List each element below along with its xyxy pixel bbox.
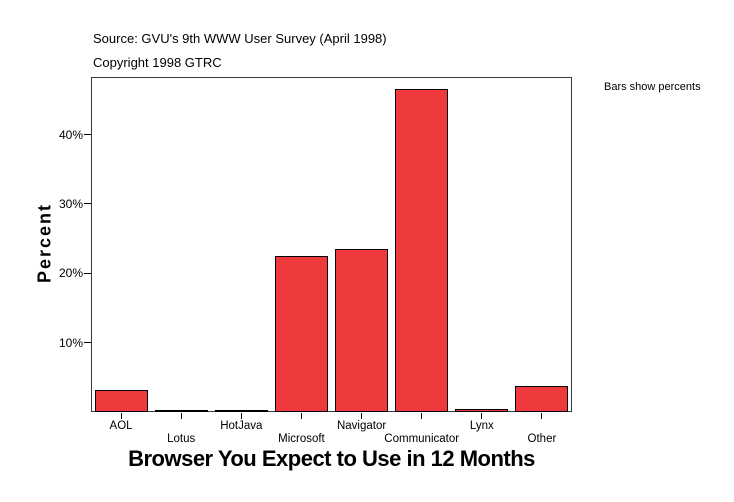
bar-lotus xyxy=(154,410,208,412)
y-tick-mark xyxy=(84,134,91,136)
x-category-label: Other xyxy=(527,432,557,445)
x-tick-mark xyxy=(481,413,483,419)
bar-microsoft xyxy=(274,255,328,412)
x-category-label: HotJava xyxy=(220,420,263,432)
x-tick-mark xyxy=(240,413,242,419)
plot-area xyxy=(91,77,572,412)
bar-aol xyxy=(94,389,148,412)
bar-communicator xyxy=(395,89,449,412)
x-tick-mark xyxy=(120,413,122,419)
x-tick-mark xyxy=(180,413,182,419)
x-category-label: Navigator xyxy=(336,420,387,432)
y-tick-label: 40% xyxy=(58,127,83,142)
y-tick-label: 30% xyxy=(58,196,83,211)
bar-other xyxy=(515,386,569,412)
y-tick-mark xyxy=(84,203,91,205)
x-tick-mark xyxy=(541,413,543,419)
x-axis-title: Browser You Expect to Use in 12 Months xyxy=(128,446,535,471)
x-category-label: Microsoft xyxy=(278,432,325,445)
y-tick-mark xyxy=(84,342,91,344)
bar-navigator xyxy=(335,249,389,412)
y-tick-label: 10% xyxy=(58,335,83,350)
copyright-text: Copyright 1998 GTRC xyxy=(93,55,222,70)
x-tick-mark xyxy=(361,413,363,419)
bars-show-percents-note: Bars show percents xyxy=(604,81,701,93)
x-category-label: Lynx xyxy=(469,420,494,432)
bar-hotjava xyxy=(214,410,268,412)
x-tick-mark xyxy=(300,413,302,419)
source-text: Source: GVU's 9th WWW User Survey (April… xyxy=(93,31,387,46)
y-tick-label: 20% xyxy=(58,266,83,281)
x-tick-mark xyxy=(421,413,423,419)
y-tick-mark xyxy=(84,272,91,274)
x-category-label: AOL xyxy=(109,420,133,432)
bar-lynx xyxy=(455,408,509,412)
x-category-label: Lotus xyxy=(167,432,196,445)
x-category-label: Communicator xyxy=(384,432,460,445)
